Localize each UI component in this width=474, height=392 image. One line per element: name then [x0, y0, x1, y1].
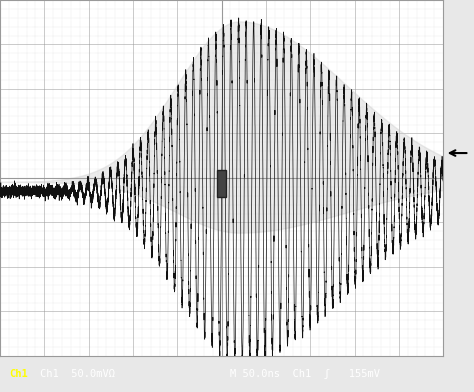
Text: Ch1  50.0mVΩ: Ch1 50.0mVΩ — [40, 369, 115, 379]
FancyBboxPatch shape — [217, 170, 226, 197]
Text: Ch1: Ch1 — [9, 369, 27, 379]
Text: M 50.0ns  Ch1  ʃ   155mV: M 50.0ns Ch1 ʃ 155mV — [230, 369, 381, 379]
